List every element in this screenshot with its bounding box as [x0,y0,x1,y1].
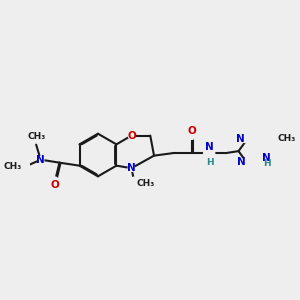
Circle shape [128,165,135,171]
Text: N: N [237,157,246,166]
Text: N: N [236,134,245,144]
Circle shape [204,148,215,159]
Text: N: N [205,142,214,152]
Circle shape [242,136,248,142]
Text: O: O [187,126,196,136]
Text: CH₃: CH₃ [136,179,155,188]
Text: N: N [262,153,270,163]
Circle shape [242,158,249,165]
Text: O: O [127,130,136,141]
Text: H: H [206,158,214,166]
Circle shape [188,133,195,139]
Text: N: N [127,163,136,173]
Circle shape [51,177,58,184]
Circle shape [258,155,265,161]
Text: CH₃: CH₃ [3,162,22,171]
Circle shape [128,132,135,139]
Circle shape [129,177,140,188]
Text: O: O [50,180,59,190]
Text: CH₃: CH₃ [27,132,45,141]
Circle shape [38,156,44,163]
Text: H: H [263,159,271,168]
Text: CH₃: CH₃ [277,134,295,143]
Text: N: N [36,155,45,165]
